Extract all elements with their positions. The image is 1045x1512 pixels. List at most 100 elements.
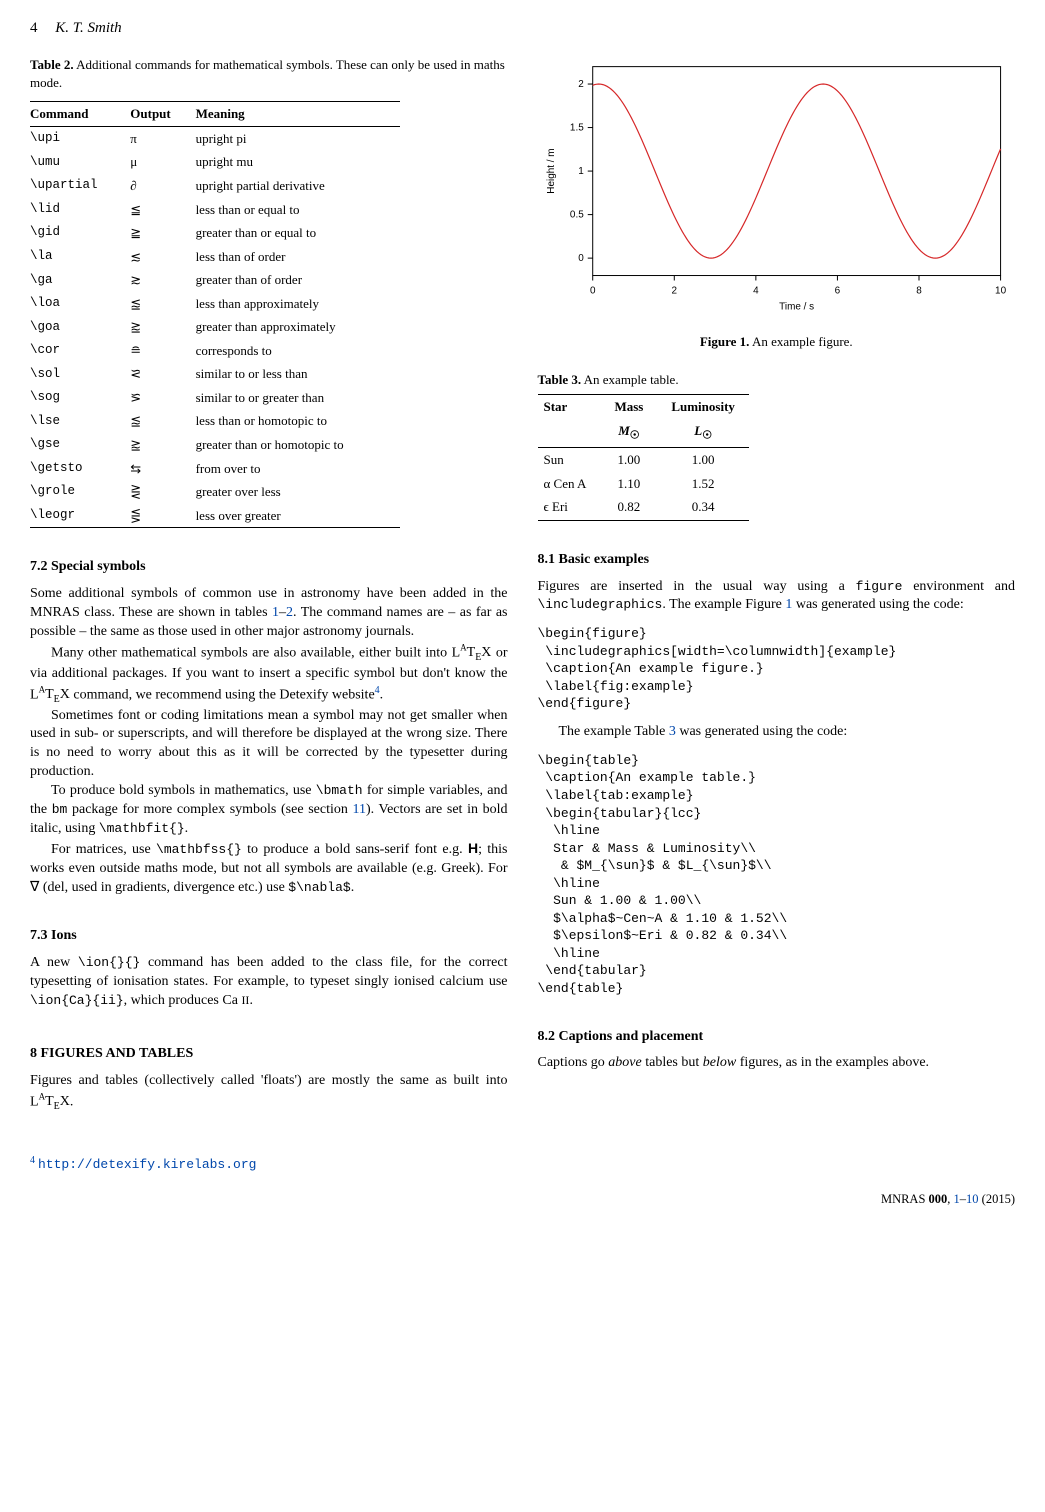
table-row: α Cen A 1.10 1.52 xyxy=(538,472,749,496)
svg-text:0: 0 xyxy=(578,253,584,264)
table3-star: Sun xyxy=(538,447,601,471)
table3-mass: 1.00 xyxy=(600,447,657,471)
link-table-3[interactable]: 3 xyxy=(669,724,676,739)
table-row: \goa ⪎ greater than approximately xyxy=(30,315,400,339)
table2-cmd: \ga xyxy=(30,268,130,292)
svg-text:1.5: 1.5 xyxy=(569,123,583,134)
table2-mean: upright pi xyxy=(196,126,400,150)
svg-text:6: 6 xyxy=(834,286,840,297)
sec82-p1: Captions go above tables but below figur… xyxy=(538,1054,1016,1073)
footnote-4: 4 http://detexify.kirelabs.org xyxy=(30,1154,508,1174)
right-column: 024681000.511.52Time / sHeight / m Figur… xyxy=(538,56,1016,1173)
code-figure-env: figure xyxy=(856,579,903,594)
table-row: \cor ≘ corresponds to xyxy=(30,339,400,363)
table2-mean: less than of order xyxy=(196,245,400,269)
table2-mean: less than or equal to xyxy=(196,198,400,222)
latex-logo: ATEX xyxy=(460,645,491,660)
section-8-title: 8 FIGURES AND TABLES xyxy=(30,1045,508,1064)
table2-out: ⪎ xyxy=(130,315,195,339)
table2-cmd: \getsto xyxy=(30,457,130,481)
footer-page-link-end[interactable]: 10 xyxy=(966,1192,979,1206)
table2-cmd: \leogr xyxy=(30,504,130,528)
section-7-2-title: 7.2 Special symbols xyxy=(30,558,508,577)
sec72-p5: For matrices, use \mathbfss{} to produce… xyxy=(30,839,508,898)
section-7-3-title: 7.3 Ions xyxy=(30,927,508,946)
sec72-p1: Some additional symbols of common use in… xyxy=(30,585,508,642)
link-section-11[interactable]: 11 xyxy=(353,802,366,817)
link-table1[interactable]: 1 xyxy=(272,605,279,620)
table3-h-lsun: L☉ xyxy=(657,419,749,448)
code-nabla: $\nabla$ xyxy=(288,880,350,895)
code-bm: bm xyxy=(52,802,68,817)
table2-h1: Command xyxy=(30,102,130,127)
svg-text:8: 8 xyxy=(916,286,922,297)
table3-h-lum: Luminosity xyxy=(657,395,749,419)
table2-cmd: \goa xyxy=(30,315,130,339)
table3-caption: Table 3. An example table. xyxy=(538,371,1016,389)
table2-out: ≧ xyxy=(130,221,195,245)
table-row: \lse ⪍ less than or homotopic to xyxy=(30,409,400,433)
svg-text:0.5: 0.5 xyxy=(569,210,583,221)
table-row: \lid ≦ less than or equal to xyxy=(30,198,400,222)
table-row: \grole ⋛ greater over less xyxy=(30,480,400,504)
table-row: \gse ⪎ greater than or homotopic to xyxy=(30,433,400,457)
svg-text:10: 10 xyxy=(995,286,1007,297)
table-row: \leogr ⋚ less over greater xyxy=(30,504,400,528)
table2-out: ≦ xyxy=(130,198,195,222)
table2-out: π xyxy=(130,126,195,150)
table2-cmd: \gid xyxy=(30,221,130,245)
table3-label: Table 3. xyxy=(538,372,582,387)
table2-out: ⪝ xyxy=(130,362,195,386)
table2-cmd: \gse xyxy=(30,433,130,457)
table-row: ϵ Eri 0.82 0.34 xyxy=(538,495,749,520)
table3-caption-text: An example table. xyxy=(584,372,679,387)
table3-lum: 1.00 xyxy=(657,447,749,471)
table3-lum: 1.52 xyxy=(657,472,749,496)
table3-lum: 0.34 xyxy=(657,495,749,520)
code-bmath: \bmath xyxy=(316,783,363,798)
code-ion: \ion{}{} xyxy=(78,955,140,970)
link-table2[interactable]: 2 xyxy=(286,605,293,620)
table2-out: ⪞ xyxy=(130,386,195,410)
table-row: \upi π upright pi xyxy=(30,126,400,150)
sans-H: H xyxy=(468,840,478,856)
svg-text:0: 0 xyxy=(589,286,595,297)
table2-out: ≳ xyxy=(130,268,195,292)
table2-mean: less than approximately xyxy=(196,292,400,316)
table2-cmd: \lid xyxy=(30,198,130,222)
table2-out: ⪍ xyxy=(130,409,195,433)
footnote-4-num: 4 xyxy=(30,1155,35,1166)
two-column-layout: Table 2. Additional commands for mathema… xyxy=(30,56,1015,1173)
table2-cmd: \lse xyxy=(30,409,130,433)
header-author: K. T. Smith xyxy=(55,20,121,36)
table2-label: Table 2. xyxy=(30,57,74,72)
table-row: \sog ⪞ similar to or greater than xyxy=(30,386,400,410)
table2-cmd: \umu xyxy=(30,150,130,174)
table3-star: α Cen A xyxy=(538,472,601,496)
table-row: \umu μ upright mu xyxy=(30,150,400,174)
footer-year: (2015) xyxy=(979,1192,1015,1206)
figure-1-label: Figure 1. xyxy=(700,334,750,349)
table2-cmd: \cor xyxy=(30,339,130,363)
sec73-p1: A new \ion{}{} command has been added to… xyxy=(30,954,508,1011)
table3-h-msun: M☉ xyxy=(600,419,657,448)
table-row: \getsto ⇆ from over to xyxy=(30,457,400,481)
table2-mean: corresponds to xyxy=(196,339,400,363)
table2-cmd: \sog xyxy=(30,386,130,410)
table2-mean: greater than or homotopic to xyxy=(196,433,400,457)
page-number: 4 xyxy=(30,20,38,36)
table2-out: μ xyxy=(130,150,195,174)
code-block-figure: \begin{figure} \includegraphics[width=\c… xyxy=(538,625,1016,713)
table2-out: ⇆ xyxy=(130,457,195,481)
svg-text:Height / m: Height / m xyxy=(545,149,556,194)
footnote-4-link[interactable]: http://detexify.kirelabs.org xyxy=(38,1157,256,1172)
table2-mean: greater than approximately xyxy=(196,315,400,339)
table2-mean: greater than or equal to xyxy=(196,221,400,245)
table2-out: ≘ xyxy=(130,339,195,363)
svg-text:2: 2 xyxy=(578,79,584,90)
footer-volume: 000 xyxy=(929,1192,948,1206)
table2-cmd: \sol xyxy=(30,362,130,386)
table2-mean: similar to or less than xyxy=(196,362,400,386)
table2-out: ∂ xyxy=(130,174,195,198)
table2-mean: less than or homotopic to xyxy=(196,409,400,433)
